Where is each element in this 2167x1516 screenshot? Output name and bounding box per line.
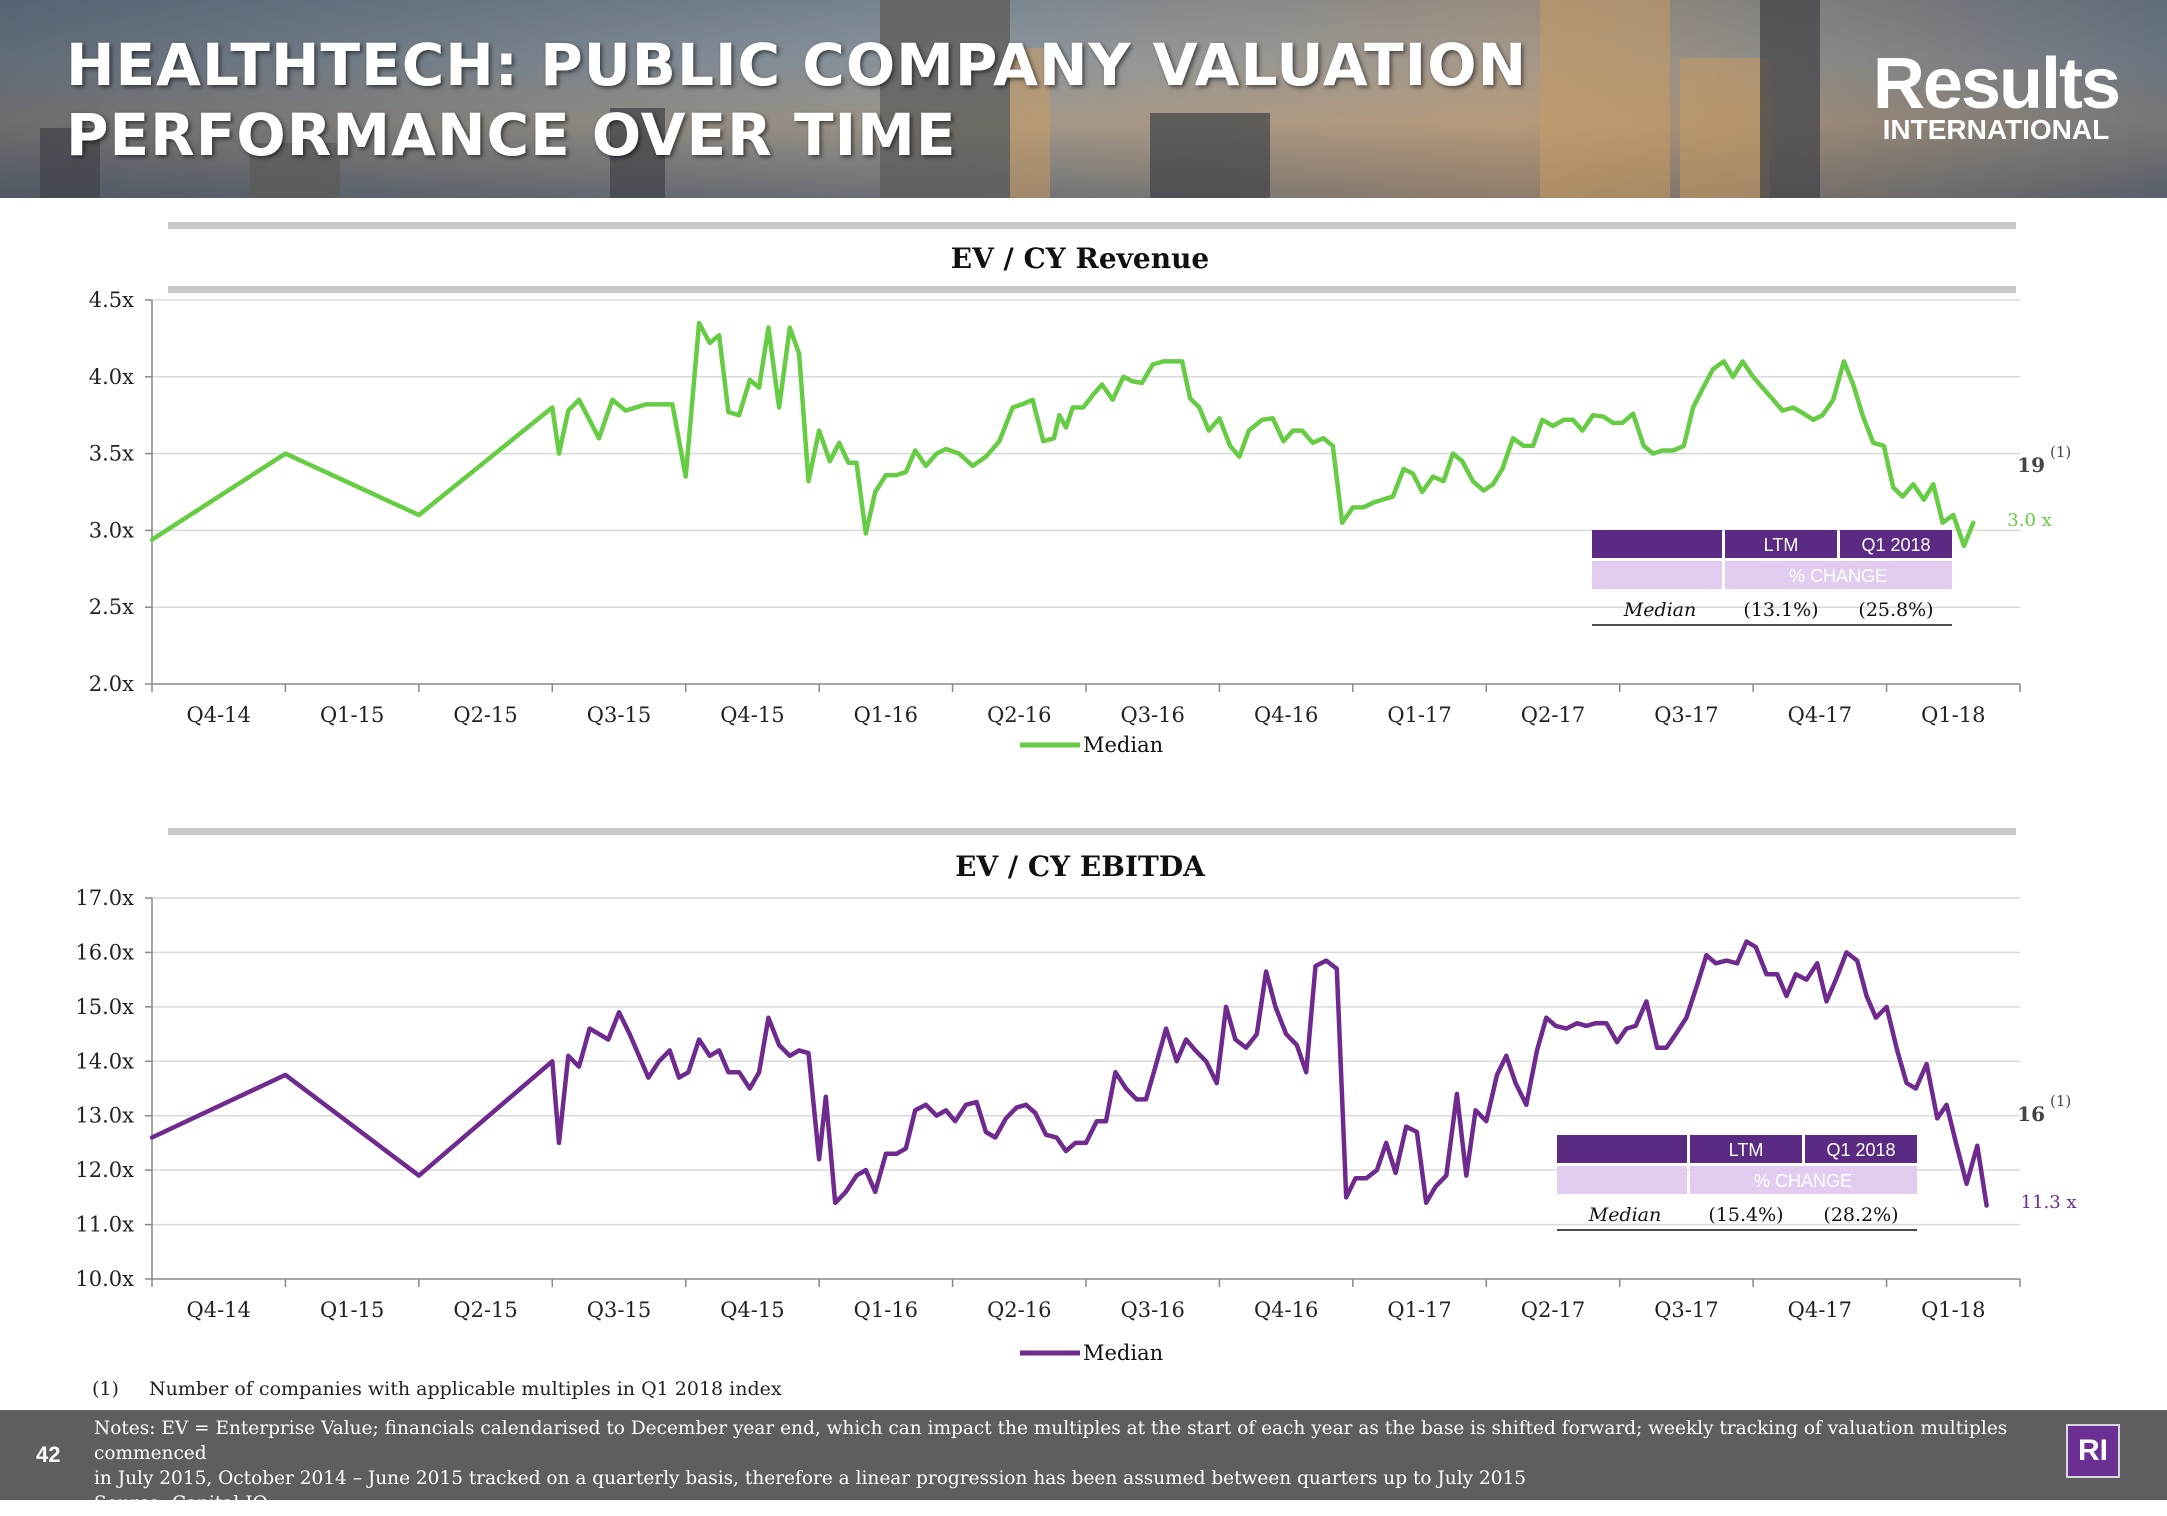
chart-2-category-label: Q4-15 <box>720 1298 784 1322</box>
chart-2-table-sub-label: % CHANGE <box>1754 1171 1852 1191</box>
chart-2-category-label: Q4-17 <box>1788 1298 1852 1322</box>
chart-1-legend-label: Median <box>1083 733 1163 757</box>
chart-1-count-note: (1) <box>2050 443 2071 461</box>
chart-1-category-label: Q4-14 <box>187 703 251 727</box>
chart-1-table-sub-label: % CHANGE <box>1789 566 1887 586</box>
chart-1-table-col-q1: Q1 2018 <box>1861 535 1930 555</box>
chart-2-category-label: Q1-18 <box>1921 1298 1985 1322</box>
page-title: HEALTHTECH: PUBLIC COMPANY VALUATION PER… <box>66 30 1527 170</box>
page-number: 42 <box>36 1442 61 1467</box>
chart-1-table-sub-blank <box>1592 561 1722 589</box>
chart-2-top-rule <box>168 828 2016 835</box>
chart-2-table-ltm-value: (15.4%) <box>1708 1204 1783 1226</box>
chart-1-category-label: Q2-15 <box>453 703 517 727</box>
company-logo: Results INTERNATIONAL <box>1872 44 2121 145</box>
notes-line-2: in July 2015, October 2014 – June 2015 t… <box>94 1468 1527 1489</box>
source-line: Source: Capital IQ <box>94 1493 268 1514</box>
chart-2-table-header-q1 <box>1805 1135 1917 1163</box>
chart-1-table-header-blank <box>1592 530 1722 558</box>
chart-2-table-row-label: Median <box>1588 1204 1662 1226</box>
chart-1-title-rule <box>168 286 2016 293</box>
chart-1-table-header-q1 <box>1840 530 1952 558</box>
chart-1-ytick-label: 3.0x <box>89 518 134 542</box>
chart-2-count-label: 16 <box>2017 1102 2045 1126</box>
chart-1-table-ltm-value: (13.1%) <box>1743 599 1818 621</box>
chart-2-category-label: Q1-15 <box>320 1298 384 1322</box>
chart-2-category-label: Q3-17 <box>1654 1298 1718 1322</box>
chart-2-table-header-ltm <box>1690 1135 1802 1163</box>
chart-1-category-label: Q4-15 <box>720 703 784 727</box>
chart-2-category-label: Q4-16 <box>1254 1298 1318 1322</box>
chart-1-top-rule <box>168 222 2016 229</box>
chart-1-category-label: Q1-15 <box>320 703 384 727</box>
ri-logo-badge: RI <box>2066 1424 2120 1478</box>
chart-1-category-label: Q2-17 <box>1521 703 1585 727</box>
chart-1-count-label: 19 <box>2017 453 2045 477</box>
footnote-text: Number of companies with applicable mult… <box>149 1378 782 1400</box>
chart-2-category-label: Q4-14 <box>187 1298 251 1322</box>
chart-1-category-label: Q1-17 <box>1387 703 1451 727</box>
chart-1-category-label: Q3-16 <box>1121 703 1185 727</box>
chart-1-table-col-ltm: LTM <box>1764 535 1799 555</box>
chart-2-table-q1-value: (28.2%) <box>1823 1204 1898 1226</box>
chart-1-category-label: Q3-15 <box>587 703 651 727</box>
chart-1-category-label: Q2-16 <box>987 703 1051 727</box>
chart-1-table-q1-value: (25.8%) <box>1858 599 1933 621</box>
chart-2-ytick-label: 10.0x <box>75 1267 134 1291</box>
footnote-marker: (1) <box>92 1378 119 1400</box>
chart-1-category-label: Q1-16 <box>854 703 918 727</box>
chart-1-median-line <box>149 320 1976 549</box>
chart-2-ytick-label: 16.0x <box>75 940 134 964</box>
chart-1-ytick-label: 2.0x <box>89 672 134 696</box>
chart-2-count-note: (1) <box>2050 1092 2071 1110</box>
chart-1-end-label: 3.0 x <box>2007 510 2052 531</box>
chart-2-category-label: Q2-16 <box>987 1298 1051 1322</box>
chart-2-title: EV / CY EBITDA <box>955 850 1206 883</box>
title-line-2: PERFORMANCE OVER TIME <box>66 101 957 169</box>
chart-2-category-label: Q3-16 <box>1121 1298 1185 1322</box>
chart-1-category-label: Q4-17 <box>1788 703 1852 727</box>
chart-1-category-label: Q3-17 <box>1654 703 1718 727</box>
chart-1-title: EV / CY Revenue <box>951 242 1210 275</box>
footer: 42 Notes: EV = Enterprise Value; financi… <box>0 1410 2167 1514</box>
chart-2-category-label: Q1-16 <box>854 1298 918 1322</box>
chart-2-table-col-ltm: LTM <box>1729 1140 1764 1160</box>
chart-2-ytick-label: 13.0x <box>75 1104 134 1128</box>
chart-1-ytick-label: 2.5x <box>89 595 134 619</box>
chart-2-ytick-label: 15.0x <box>75 995 134 1019</box>
chart-2-table-col-q1: Q1 2018 <box>1826 1140 1895 1160</box>
chart-2-category-label: Q1-17 <box>1387 1298 1451 1322</box>
chart-2-category-label: Q2-17 <box>1521 1298 1585 1322</box>
chart-1-category-label: Q1-18 <box>1921 703 1985 727</box>
chart-1-ytick-label: 4.5x <box>89 288 134 312</box>
chart-2-category-label: Q2-15 <box>453 1298 517 1322</box>
header-banner: HEALTHTECH: PUBLIC COMPANY VALUATION PER… <box>0 0 2167 198</box>
logo-sub: INTERNATIONAL <box>1882 114 2110 145</box>
chart-2-table-sub-blank <box>1557 1166 1687 1194</box>
chart-1-ytick-label: 3.5x <box>89 442 134 466</box>
footnote: (1) Number of companies with applicable … <box>92 1378 782 1400</box>
notes-line-1: Notes: EV = Enterprise Value; financials… <box>94 1418 2008 1464</box>
chart-2-end-label: 11.3 x <box>2021 1192 2077 1213</box>
chart-2-legend-label: Median <box>1083 1341 1163 1365</box>
title-line-1: HEALTHTECH: PUBLIC COMPANY VALUATION <box>66 31 1528 99</box>
footer-notes: Notes: EV = Enterprise Value; financials… <box>94 1416 2034 1516</box>
chart-2-ytick-label: 11.0x <box>75 1213 134 1237</box>
chart-2-table-sub-cell <box>1690 1166 1917 1194</box>
chart-1-table-header-ltm <box>1725 530 1837 558</box>
chart-1-table-row-label: Median <box>1623 599 1697 621</box>
chart-1-category-label: Q4-16 <box>1254 703 1318 727</box>
logo-main: Results <box>1872 44 2121 124</box>
chart-2-category-label: Q3-15 <box>587 1298 651 1322</box>
chart-1-table-sub-cell <box>1725 561 1952 589</box>
chart-2-ytick-label: 14.0x <box>75 1049 134 1073</box>
chart-1-ytick-label: 4.0x <box>89 365 134 389</box>
chart-2-median-line <box>149 939 1989 1208</box>
chart-2-table-header-blank <box>1557 1135 1687 1163</box>
chart-2-ytick-label: 17.0x <box>75 886 134 910</box>
chart-2-ytick-label: 12.0x <box>75 1158 134 1182</box>
charts-area: EV / CY Revenue 2.0x 2.5x 3.0x 3.5x 4.0x 4.5x Q… <box>75 222 2077 1365</box>
